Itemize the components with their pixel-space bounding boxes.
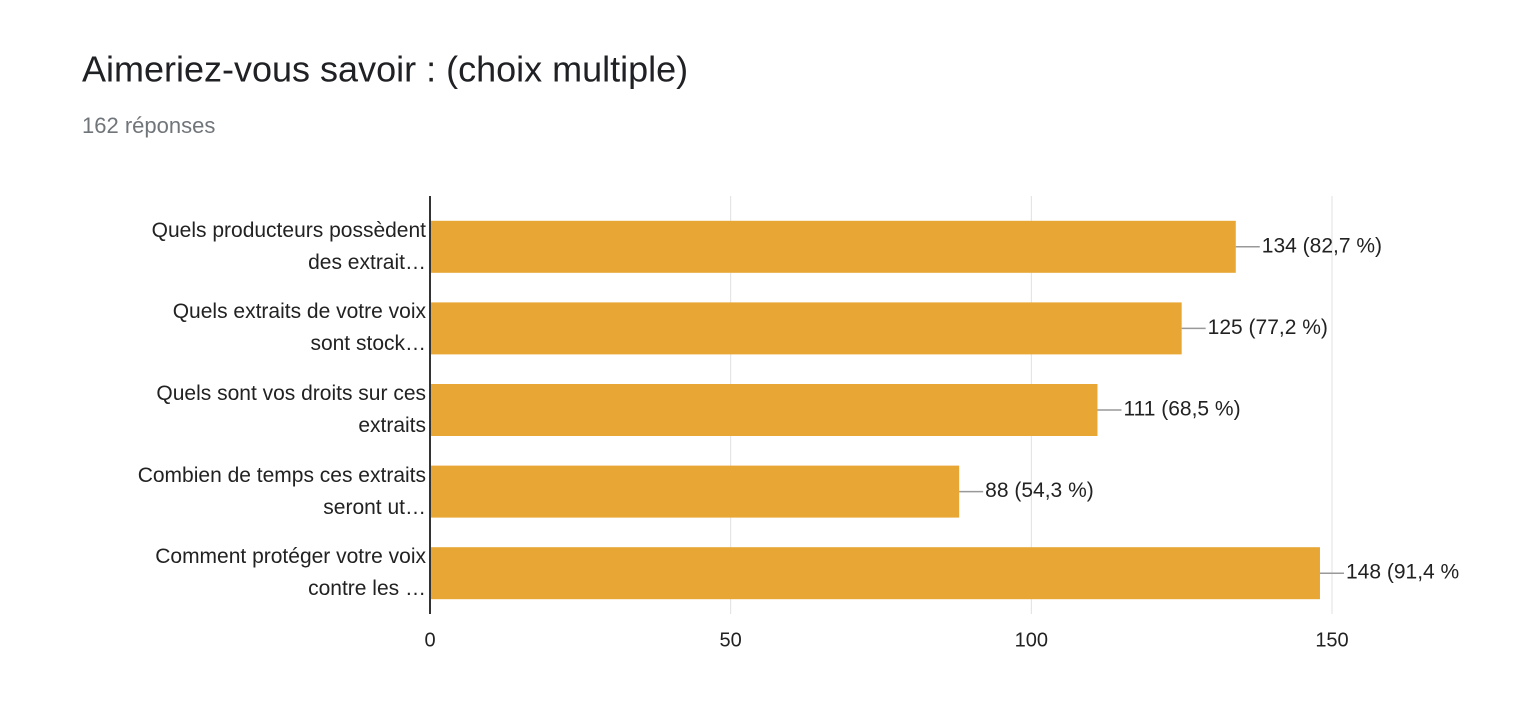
value-label: 148 (91,4 %	[1346, 561, 1459, 584]
x-tick-label: 0	[424, 629, 435, 651]
chart-subtitle: 162 réponses	[82, 113, 215, 138]
x-tick-label: 50	[720, 629, 742, 651]
y-tick-label: Comment protéger votre voix contre les …	[155, 545, 426, 601]
y-tick-label: Quels extraits de votre voix sont stock…	[172, 300, 426, 356]
bar	[430, 384, 1098, 436]
bar	[430, 302, 1182, 355]
x-tick-label: 100	[1015, 629, 1048, 651]
x-tick-label: 150	[1315, 629, 1348, 651]
value-label: 134 (82,7 %)	[1262, 234, 1382, 257]
y-tick-label: Combien de temps ces extraits seront ut…	[137, 463, 426, 519]
value-label: 88 (54,3 %)	[985, 479, 1094, 502]
chart-title: Aimeriez-vous savoir : (choix multiple)	[82, 49, 688, 90]
value-label: 125 (77,2 %)	[1208, 316, 1328, 339]
value-label: 111 (68,5 %)	[1123, 398, 1240, 421]
y-tick-label: Quels sont vos droits sur ces extraits	[156, 382, 426, 437]
bar	[430, 465, 960, 518]
bar	[430, 547, 1320, 600]
y-tick-label: Quels producteurs possèdent des extrait…	[151, 218, 426, 274]
bar	[430, 220, 1236, 273]
